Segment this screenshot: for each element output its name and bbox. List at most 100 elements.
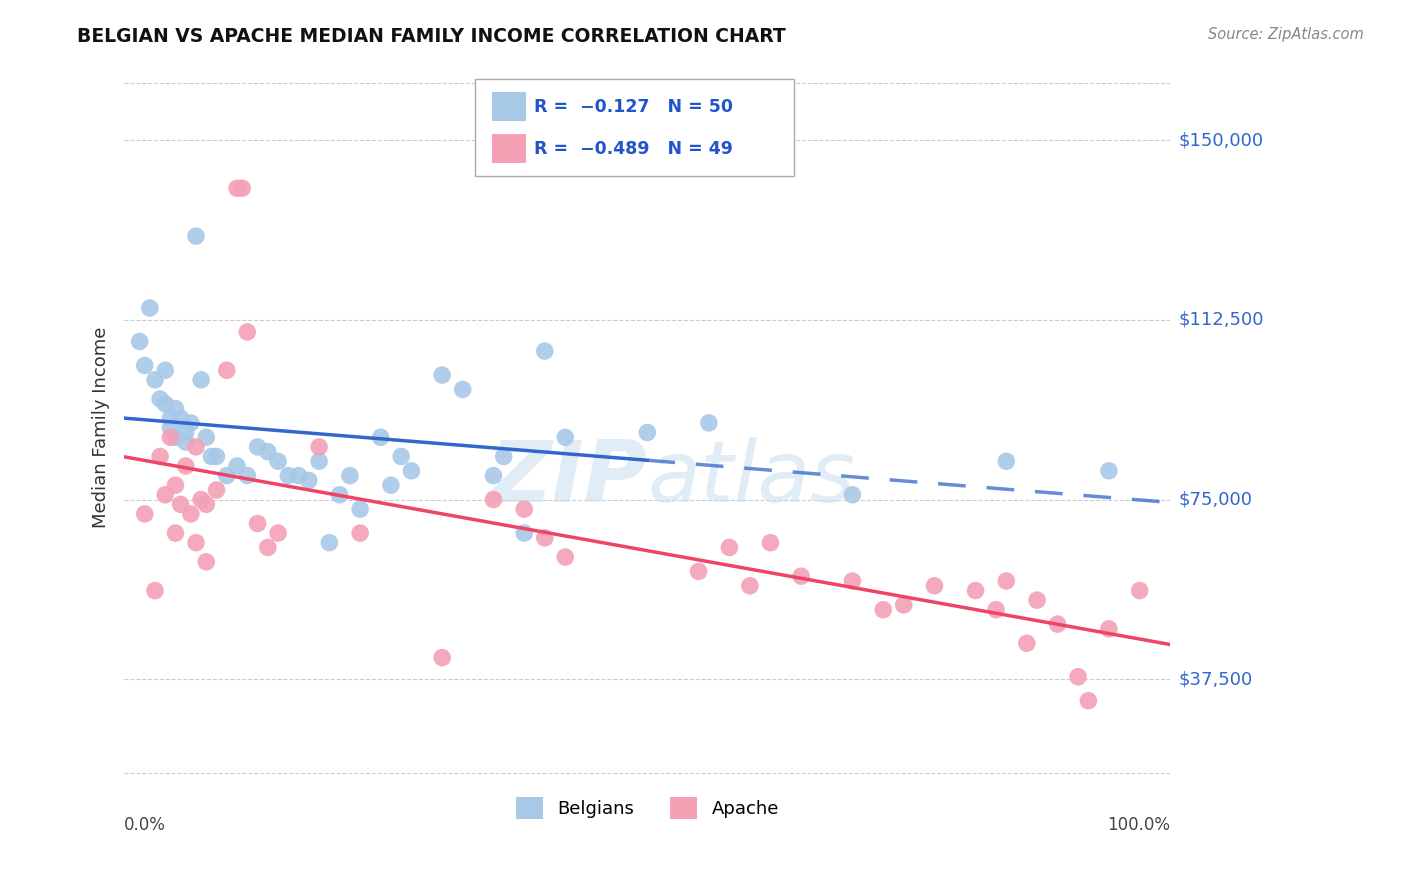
Point [256, 541, 278, 555]
Point [287, 468, 309, 483]
Text: R =  −0.127   N = 50: R = −0.127 N = 50 [534, 97, 734, 116]
Point [1129, 583, 1152, 598]
Point [841, 488, 863, 502]
Point [174, 458, 197, 473]
Point [256, 444, 278, 458]
Point [697, 416, 720, 430]
Point [195, 555, 218, 569]
Text: $112,500: $112,500 [1178, 311, 1264, 329]
Text: Source: ZipAtlas.com: Source: ZipAtlas.com [1208, 27, 1364, 42]
Point [924, 579, 946, 593]
Point [184, 440, 207, 454]
Point [134, 507, 156, 521]
Point [169, 411, 191, 425]
Point [205, 450, 228, 464]
Point [513, 526, 536, 541]
Text: atlas: atlas [647, 436, 855, 519]
Point [308, 454, 330, 468]
Y-axis label: Median Family Income: Median Family Income [93, 327, 110, 528]
Legend: Belgians, Apache: Belgians, Apache [506, 789, 787, 828]
Text: $37,500: $37,500 [1178, 670, 1253, 688]
Point [965, 583, 987, 598]
Bar [492, 135, 526, 163]
Point [1067, 670, 1090, 684]
Point [995, 454, 1018, 468]
Point [128, 334, 150, 349]
Point [195, 497, 218, 511]
Point [841, 574, 863, 588]
Point [215, 363, 238, 377]
Point [190, 492, 212, 507]
Bar [492, 92, 526, 121]
Point [554, 549, 576, 564]
Point [143, 583, 166, 598]
Point [688, 565, 710, 579]
Point [329, 488, 352, 502]
Point [149, 450, 172, 464]
Point [159, 430, 181, 444]
Point [339, 468, 361, 483]
Point [718, 541, 741, 555]
Point [155, 397, 177, 411]
Point [1077, 694, 1099, 708]
Point [267, 454, 290, 468]
Point [134, 359, 156, 373]
Point [1098, 464, 1121, 478]
Point [513, 502, 536, 516]
Text: ZIP: ZIP [489, 436, 647, 519]
Point [893, 598, 915, 612]
Point [380, 478, 402, 492]
Point [159, 411, 181, 425]
Point [190, 373, 212, 387]
Point [349, 502, 371, 516]
Point [200, 450, 222, 464]
Text: $75,000: $75,000 [1178, 491, 1253, 508]
Point [215, 468, 238, 483]
Point [246, 440, 269, 454]
Point [636, 425, 658, 440]
Point [174, 435, 197, 450]
Point [139, 301, 162, 315]
Point [298, 474, 321, 488]
Point [184, 535, 207, 549]
Point [180, 507, 202, 521]
Point [246, 516, 269, 531]
Text: 0.0%: 0.0% [124, 815, 166, 834]
Point [492, 450, 515, 464]
Point [267, 526, 290, 541]
Point [482, 468, 505, 483]
Point [180, 416, 202, 430]
Point [554, 430, 576, 444]
Point [236, 325, 259, 339]
Point [165, 526, 187, 541]
Point [984, 603, 1007, 617]
Point [533, 344, 555, 359]
Point [482, 492, 505, 507]
Point [759, 535, 782, 549]
Point [236, 468, 259, 483]
Point [226, 458, 249, 473]
Text: BELGIAN VS APACHE MEDIAN FAMILY INCOME CORRELATION CHART: BELGIAN VS APACHE MEDIAN FAMILY INCOME C… [77, 27, 786, 45]
Point [308, 440, 330, 454]
Point [195, 430, 218, 444]
Point [872, 603, 894, 617]
Point [226, 181, 249, 195]
Point [430, 368, 453, 382]
Point [155, 488, 177, 502]
Point [231, 181, 253, 195]
Point [165, 478, 187, 492]
Point [1098, 622, 1121, 636]
Point [169, 497, 191, 511]
Point [205, 483, 228, 497]
Point [159, 421, 181, 435]
FancyBboxPatch shape [475, 79, 794, 177]
Point [1026, 593, 1049, 607]
Point [277, 468, 299, 483]
Point [143, 373, 166, 387]
Point [184, 229, 207, 244]
Point [318, 535, 340, 549]
Point [370, 430, 392, 444]
Point [430, 650, 453, 665]
Point [174, 425, 197, 440]
Point [1046, 617, 1069, 632]
